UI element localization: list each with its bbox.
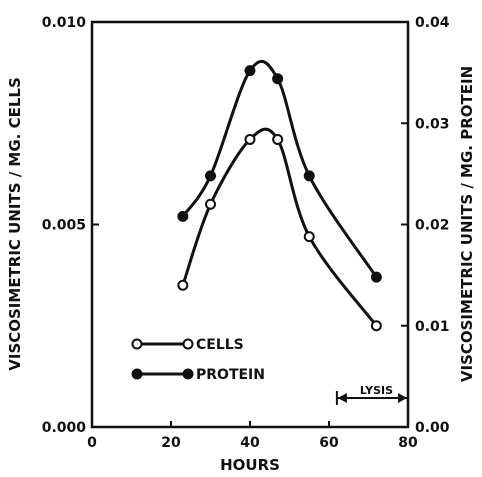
x-tick-label: 60 <box>319 435 339 451</box>
data-point-protein <box>272 73 284 85</box>
left-y-axis-label: VISCOSIMETRIC UNITS / MG. CELLS <box>6 77 24 371</box>
legend-marker <box>182 368 194 380</box>
legend-label: CELLS <box>196 337 244 353</box>
x-axis: 0 20 40 60 80 <box>87 421 418 451</box>
data-point-cells <box>205 198 216 210</box>
data-point-protein <box>370 271 382 283</box>
annotation-arrowhead <box>398 393 407 403</box>
right-y-tick-label: 0.01 <box>415 319 450 335</box>
data-point-cells <box>272 133 284 145</box>
data-point-protein <box>177 210 189 222</box>
left-y-tick-label: 0.010 <box>42 15 87 31</box>
left-y-axis: 0.000 0.005 0.010 <box>42 15 99 436</box>
data-point-protein <box>205 170 216 182</box>
data-point-protein <box>303 170 315 182</box>
data-point-cells <box>303 231 315 243</box>
right-y-tick-label: 0.03 <box>415 116 450 132</box>
legend: CELLS PROTEIN <box>131 337 265 383</box>
legend-marker <box>131 368 143 380</box>
legend-marker <box>182 338 194 350</box>
right-y-tick-label: 0.04 <box>415 15 450 31</box>
annotation-arrowhead <box>337 393 347 403</box>
legend-marker <box>131 338 143 350</box>
series-line-cells <box>181 127 378 327</box>
data-point-protein <box>244 65 256 77</box>
left-y-tick-label: 0.005 <box>42 218 86 234</box>
series-layer <box>177 59 382 332</box>
right-y-axis: 0.00 0.01 0.02 0.03 0.04 <box>401 15 450 436</box>
x-tick-label: 80 <box>398 435 418 451</box>
left-y-tick-label: 0.000 <box>42 420 87 436</box>
data-point-cells <box>370 320 382 332</box>
right-y-axis-label: VISCOSIMETRIC UNITS / MG. PROTEIN <box>458 66 476 382</box>
right-y-tick-label: 0.00 <box>415 420 450 436</box>
annotations: LYSIS <box>335 384 408 405</box>
legend-label: PROTEIN <box>196 367 265 383</box>
annotation-label: LYSIS <box>360 384 393 397</box>
x-axis-label: HOURS <box>220 456 280 474</box>
data-point-cells <box>244 133 256 145</box>
right-y-tick-label: 0.02 <box>415 218 450 234</box>
data-point-cells <box>177 279 189 291</box>
x-tick-label: 20 <box>161 435 181 451</box>
x-tick-label: 0 <box>87 435 97 451</box>
x-tick-label: 40 <box>240 435 260 451</box>
